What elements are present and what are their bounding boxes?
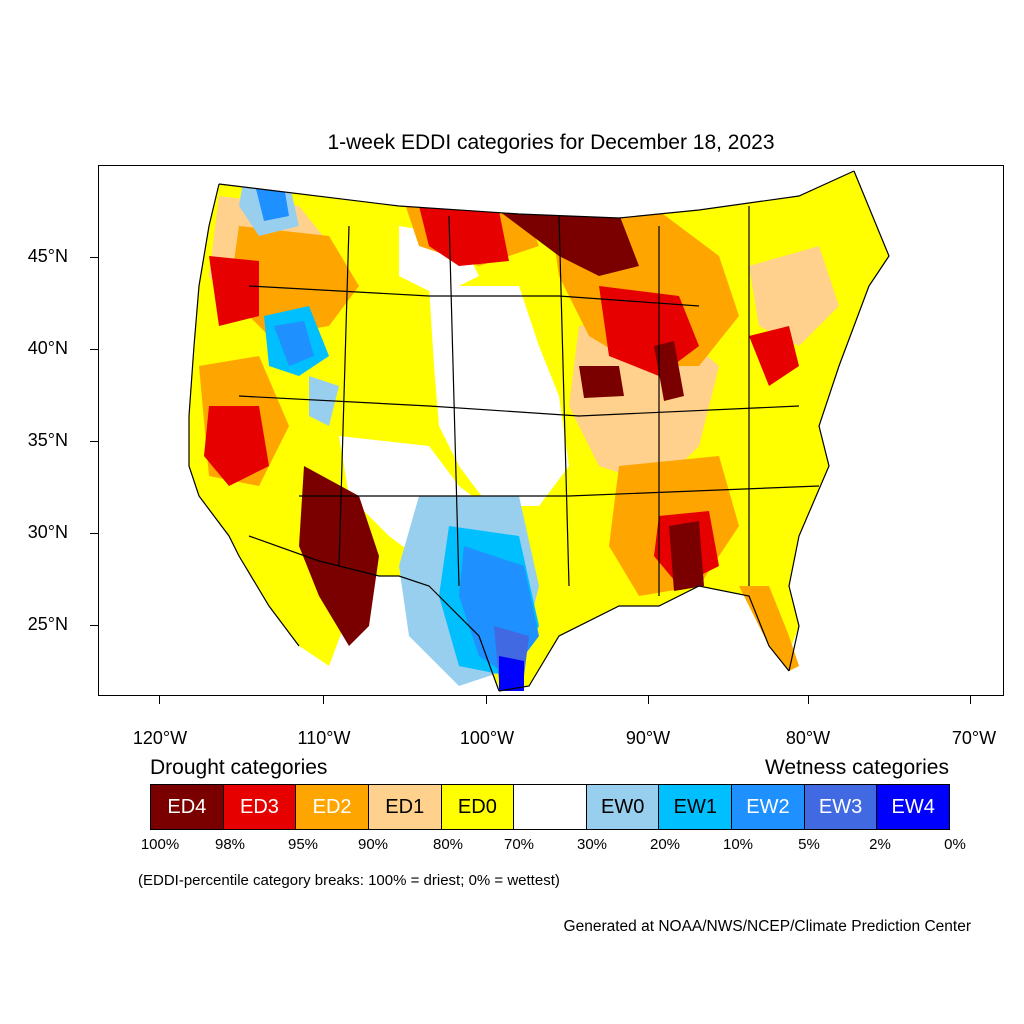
legend-cell-normal (514, 785, 587, 829)
ed4-region-lakes (654, 341, 684, 401)
west-coast (188, 183, 300, 647)
state-line-6 (558, 215, 570, 587)
break-label: 2% (869, 836, 891, 853)
ed4-region-deep-south (669, 521, 704, 591)
break-label: 90% (357, 836, 389, 853)
lat-tick-35 (90, 441, 98, 442)
ed2-region-nw (229, 226, 359, 336)
break-label: 0% (944, 836, 966, 853)
lon-tick-110 (323, 696, 324, 704)
ed4-region-iowa (579, 366, 624, 398)
state-line-3 (299, 485, 820, 497)
credit-line: Generated at NOAA/NWS/NCEP/Climate Predi… (563, 918, 971, 935)
lat-tick-45 (90, 257, 98, 258)
wetness-heading: Wetness categories (764, 756, 949, 779)
ed3-region-ohio (749, 326, 799, 386)
lon-label-120: 120°W (132, 728, 188, 748)
east-coast (788, 170, 890, 672)
lon-label-90: 90°W (625, 728, 671, 748)
state-line-2 (238, 395, 800, 417)
break-label: 70% (503, 836, 535, 853)
break-label: 95% (287, 836, 319, 853)
lat-label-40: 40°N (27, 338, 68, 358)
lon-label-80: 80°W (785, 728, 831, 748)
gulf-coast (498, 585, 790, 692)
ocean-mask-atlantic (789, 166, 1003, 695)
break-label: 98% (214, 836, 246, 853)
lat-label-25: 25°N (27, 614, 68, 634)
legend-cell-ed3: ED3 (223, 785, 297, 829)
legend-cell-ed1: ED1 (368, 785, 442, 829)
lon-label-100: 100°W (459, 728, 515, 748)
break-label: 20% (649, 836, 681, 853)
break-label: 30% (576, 836, 608, 853)
legend-cell-ed4: ED4 (151, 785, 224, 829)
legend-cell-ew3: EW3 (804, 785, 878, 829)
lon-label-110: 110°W (297, 728, 351, 748)
ed3-region-west (204, 406, 269, 486)
ed3-region-nw (209, 256, 259, 326)
lon-tick-120 (159, 696, 160, 704)
break-label: 5% (798, 836, 820, 853)
break-label: 100% (140, 836, 180, 853)
ew4-region-texas (499, 656, 524, 691)
ocean-mask-pacific (99, 166, 344, 695)
ed1-region-c (749, 246, 839, 346)
state-line-1 (248, 285, 700, 307)
category-note: (EDDI-percentile category breaks: 100% =… (138, 872, 560, 889)
legend-cell-ew1: EW1 (659, 785, 733, 829)
lat-tick-25 (90, 625, 98, 626)
drought-heading: Drought categories (150, 756, 328, 779)
ed4-region-north (499, 211, 639, 276)
gulf-mask (529, 586, 789, 695)
legend-cell-ew4: EW4 (877, 785, 950, 829)
legend-cell-ed0: ED0 (441, 785, 515, 829)
lon-tick-80 (808, 696, 809, 704)
legend-cell-ew2: EW2 (732, 785, 805, 829)
lat-tick-30 (90, 533, 98, 534)
break-label: 10% (722, 836, 754, 853)
mexico-border (248, 535, 500, 692)
legend-cell-ew0: EW0 (586, 785, 660, 829)
eddi-map (98, 165, 1004, 696)
lon-tick-70 (970, 696, 971, 704)
lon-tick-90 (648, 696, 649, 704)
white-region-plains (429, 286, 569, 506)
lat-tick-40 (90, 349, 98, 350)
state-line-5 (448, 215, 460, 587)
lat-label-30: 30°N (27, 522, 68, 542)
break-label: 80% (432, 836, 464, 853)
ew2-region-idaho (274, 321, 314, 366)
map-title: 1-week EDDI categories for December 18, … (327, 131, 775, 154)
legend-color-bar: ED4 ED3 ED2 ED1 ED0 EW0 EW1 EW2 EW3 EW4 (150, 784, 950, 830)
lat-label-35: 35°N (27, 430, 68, 450)
ed3-region-north (419, 206, 509, 266)
canada-mask (219, 166, 854, 218)
state-line-4 (338, 225, 350, 567)
lat-label-45: 45°N (27, 246, 68, 266)
lon-label-70: 70°W (951, 728, 997, 748)
boundaries (188, 170, 890, 692)
legend-cell-ed2: ED2 (296, 785, 369, 829)
us-canada-border (218, 170, 855, 219)
lon-tick-100 (486, 696, 487, 704)
